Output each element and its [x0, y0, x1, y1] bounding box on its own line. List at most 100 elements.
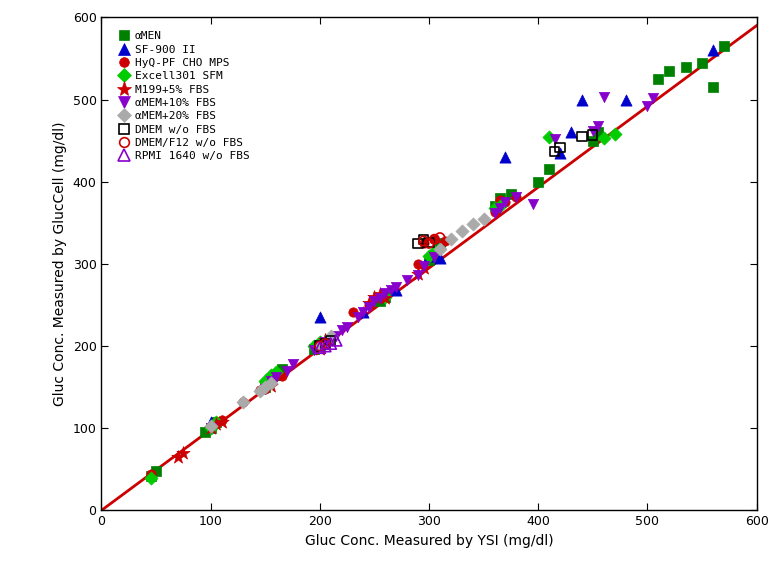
Point: [412, 239, 424, 248]
Point: [576, 132, 588, 141]
Point: [330, 336, 342, 345]
Point: [428, 253, 441, 262]
Y-axis label: Gluc Conc. Measured by GlucCell (mg/dl): Gluc Conc. Measured by GlucCell (mg/dl): [53, 122, 67, 406]
Point: [308, 346, 321, 355]
Point: [319, 339, 332, 348]
Point: [172, 452, 184, 462]
Point: [374, 289, 386, 299]
Point: [314, 342, 326, 351]
Point: [259, 383, 271, 392]
Point: [204, 423, 217, 433]
Point: [324, 336, 337, 345]
Point: [494, 202, 506, 211]
Point: [576, 95, 588, 104]
Point: [264, 378, 277, 387]
Point: [177, 448, 190, 458]
Point: [275, 372, 288, 381]
Point: [505, 190, 517, 199]
Point: [314, 313, 326, 322]
Point: [434, 253, 446, 263]
Point: [417, 263, 430, 273]
Point: [357, 307, 370, 316]
Point: [264, 370, 277, 379]
Point: [308, 344, 321, 353]
Point: [510, 192, 523, 201]
Point: [379, 292, 392, 302]
Point: [510, 192, 523, 201]
Point: [466, 220, 479, 229]
X-axis label: Gluc Conc. Measured by YSI (mg/dl): Gluc Conc. Measured by YSI (mg/dl): [305, 534, 553, 548]
Point: [264, 381, 277, 390]
Point: [401, 276, 413, 285]
Point: [254, 385, 266, 394]
Point: [254, 387, 266, 396]
Point: [663, 66, 675, 75]
Point: [488, 208, 501, 217]
Point: [647, 93, 659, 103]
Point: [314, 343, 326, 352]
Point: [204, 423, 217, 433]
Point: [423, 251, 435, 260]
Point: [264, 377, 277, 386]
Point: [237, 397, 250, 407]
Point: [641, 102, 654, 111]
Point: [363, 299, 375, 308]
Point: [412, 269, 424, 278]
Point: [412, 270, 424, 279]
Point: [210, 418, 222, 427]
Point: [204, 423, 217, 433]
Point: [423, 251, 435, 260]
Point: [324, 339, 337, 348]
Point: [417, 239, 430, 248]
Point: [210, 418, 222, 427]
Point: [259, 384, 271, 393]
Point: [526, 200, 539, 209]
Legend: αMEN, SF-900 II, HyQ-PF CHO MPS, Excell301 SFM, M199+5% FBS, αMEM+10% FBS, αMEM+: αMEN, SF-900 II, HyQ-PF CHO MPS, Excell3…: [114, 28, 253, 165]
Point: [434, 239, 446, 248]
Point: [390, 282, 402, 292]
Point: [314, 342, 326, 351]
Point: [379, 288, 392, 298]
Point: [144, 471, 157, 480]
Point: [423, 238, 435, 247]
Point: [587, 126, 599, 135]
Point: [494, 204, 506, 213]
Point: [204, 421, 217, 430]
Point: [488, 204, 501, 213]
Point: [543, 165, 555, 174]
Point: [335, 325, 348, 334]
Point: [210, 418, 222, 427]
Point: [204, 423, 217, 433]
Point: [434, 245, 446, 254]
Point: [144, 473, 157, 482]
Point: [548, 135, 561, 144]
Point: [270, 372, 282, 382]
Point: [270, 370, 282, 379]
Point: [324, 332, 337, 341]
Point: [417, 234, 430, 244]
Point: [499, 198, 512, 207]
Point: [608, 129, 621, 139]
Point: [215, 418, 228, 427]
Point: [423, 255, 435, 264]
Point: [428, 247, 441, 256]
Point: [204, 423, 217, 433]
Point: [423, 239, 435, 248]
Point: [417, 236, 430, 245]
Point: [357, 307, 370, 316]
Point: [314, 342, 326, 351]
Point: [352, 313, 364, 322]
Point: [597, 92, 610, 101]
Point: [592, 128, 604, 137]
Point: [718, 42, 730, 51]
Point: [494, 195, 506, 204]
Point: [385, 285, 397, 295]
Point: [363, 302, 375, 311]
Point: [499, 198, 512, 207]
Point: [707, 82, 719, 92]
Point: [341, 322, 353, 332]
Point: [215, 415, 228, 425]
Point: [696, 58, 708, 67]
Point: [314, 342, 326, 351]
Point: [144, 470, 157, 479]
